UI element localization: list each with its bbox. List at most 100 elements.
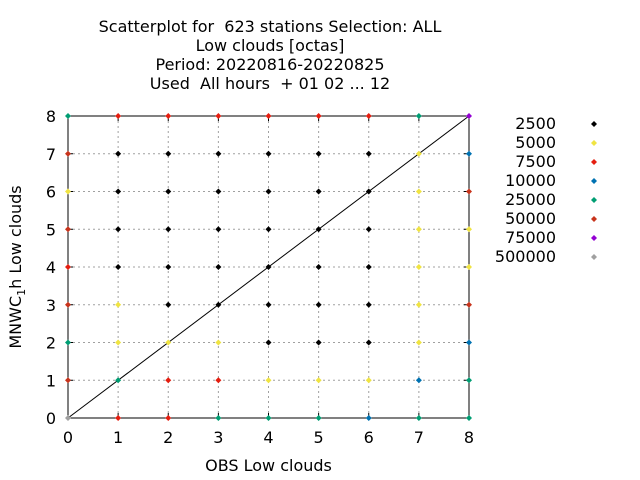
data-point [365, 339, 372, 346]
data-point [315, 377, 322, 384]
data-point [215, 415, 222, 421]
data-point [115, 150, 122, 157]
data-point [415, 377, 422, 384]
data-point [265, 113, 272, 119]
legend-label: 25000 [505, 190, 556, 209]
data-point [265, 301, 272, 308]
data-point [165, 264, 172, 270]
chart-title-line-1: Scatterplot for 623 stations Selection: … [98, 17, 442, 36]
data-point [315, 150, 322, 157]
legend-label: 10000 [505, 171, 556, 190]
data-point [265, 339, 272, 346]
data-points [65, 113, 472, 421]
data-point [365, 226, 372, 233]
y-axis-title-tail: h Low clouds [6, 185, 25, 288]
data-point [165, 150, 172, 157]
x-tick-label: 1 [113, 428, 123, 447]
data-point [466, 377, 472, 384]
axis-ticks: 0 1 2 3 4 5 6 7 8 0 1 2 3 4 5 6 7 8 [46, 107, 474, 447]
x-axis-title: OBS Low clouds [205, 456, 332, 475]
data-point [65, 113, 71, 119]
x-tick-label: 0 [63, 428, 73, 447]
data-point [165, 113, 172, 119]
data-point [315, 188, 322, 195]
legend-label: 5000 [515, 133, 556, 152]
legend-marker [591, 254, 597, 260]
data-point [315, 226, 322, 233]
data-point [365, 264, 372, 270]
data-point [115, 339, 122, 346]
y-tick-label: 8 [46, 107, 56, 126]
data-point [466, 301, 472, 308]
data-point [215, 264, 222, 270]
legend-label: 500000 [495, 247, 556, 266]
chart-title-line-2: Low clouds [octas] [195, 36, 345, 55]
data-point [415, 113, 422, 119]
y-tick-label: 4 [46, 258, 56, 277]
data-point [466, 264, 472, 270]
data-point [365, 113, 372, 119]
data-point [365, 188, 372, 195]
x-tick-label: 3 [213, 428, 223, 447]
data-point [215, 339, 222, 346]
data-point [466, 226, 472, 233]
data-point [415, 339, 422, 346]
legend-marker [591, 197, 597, 203]
x-tick-label: 5 [314, 428, 324, 447]
data-point [265, 188, 272, 195]
data-point [415, 188, 422, 195]
data-point [215, 150, 222, 157]
y-tick-label: 5 [46, 220, 56, 239]
data-point [165, 301, 172, 308]
data-point [415, 264, 422, 270]
chart-title-line-4: Used All hours + 01 02 ... 12 [149, 74, 391, 93]
data-point [65, 301, 71, 308]
legend-marker [591, 140, 597, 146]
data-point [265, 377, 272, 384]
data-point [65, 339, 71, 346]
data-point [466, 188, 472, 195]
x-tick-label: 4 [263, 428, 273, 447]
chart-title-line-3: Period: 20220816-20220825 [155, 55, 385, 74]
data-point [115, 264, 122, 270]
y-tick-label: 3 [46, 296, 56, 315]
y-tick-label: 2 [46, 334, 56, 353]
data-point [365, 415, 372, 421]
data-point [265, 415, 272, 421]
data-point [466, 150, 472, 157]
legend-label: 7500 [515, 152, 556, 171]
data-point [115, 415, 122, 421]
data-point [165, 226, 172, 233]
data-point [165, 188, 172, 195]
data-point [215, 301, 222, 308]
data-point [265, 226, 272, 233]
data-point [265, 150, 272, 157]
legend-marker [591, 159, 597, 165]
x-tick-label: 7 [414, 428, 424, 447]
y-tick-label: 1 [46, 371, 56, 390]
data-point [466, 415, 472, 421]
legend-label: 2500 [515, 114, 556, 133]
data-point [215, 226, 222, 233]
data-point [165, 415, 172, 421]
data-point [65, 150, 71, 157]
x-tick-label: 8 [464, 428, 474, 447]
data-point [315, 264, 322, 270]
data-point [315, 113, 322, 119]
data-point [365, 301, 372, 308]
y-tick-label: 0 [46, 409, 56, 428]
legend-label: 75000 [505, 228, 556, 247]
y-axis-title: MNWC1h Low clouds [6, 185, 28, 348]
data-point [265, 264, 272, 270]
y-tick-label: 6 [46, 183, 56, 202]
data-point [315, 339, 322, 346]
data-point [65, 415, 71, 421]
data-point [115, 188, 122, 195]
data-point [65, 264, 71, 270]
data-point [65, 188, 71, 195]
data-point [415, 415, 422, 421]
data-point [215, 113, 222, 119]
x-tick-label: 6 [364, 428, 374, 447]
